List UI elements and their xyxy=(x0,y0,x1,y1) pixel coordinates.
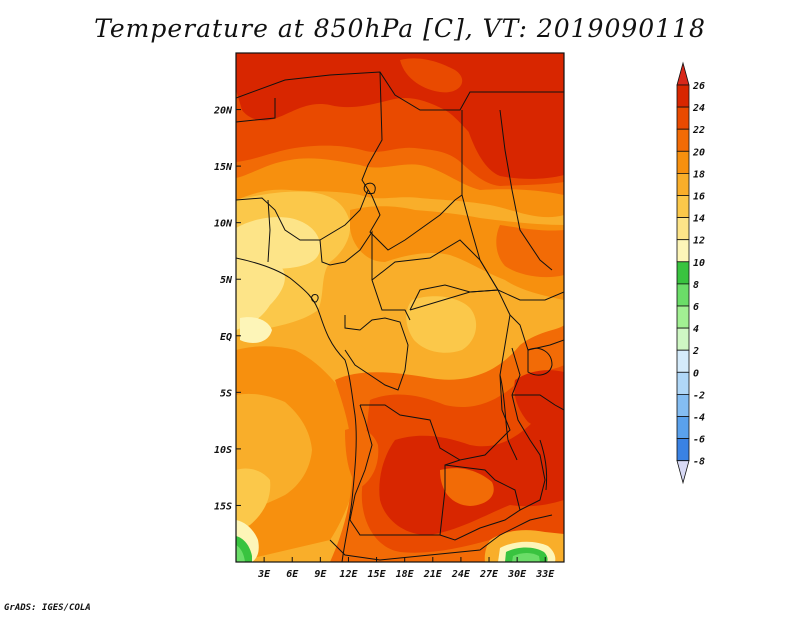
colorbar-swatch xyxy=(676,239,690,263)
colorbar-swatch xyxy=(676,349,690,373)
x-tick-label: 3E xyxy=(257,569,271,580)
colorbar-label: 0 xyxy=(693,368,699,379)
border-southern xyxy=(329,514,553,561)
gulf-cool-16 xyxy=(240,317,272,343)
band-north-26b xyxy=(468,91,564,179)
colorbar-max-arrow xyxy=(676,61,690,86)
colorbar-swatch xyxy=(676,106,690,130)
lake-chad xyxy=(363,182,376,195)
colorbar-swatch xyxy=(676,393,690,417)
lake-tanganyika xyxy=(499,374,518,461)
colorbar-label: 2 xyxy=(692,346,699,357)
temperature-field xyxy=(236,53,564,562)
colorbar-label: 20 xyxy=(692,147,705,158)
colorbar-swatch xyxy=(676,371,690,395)
x-tick-label: 9E xyxy=(314,569,327,580)
y-axis: 20N 15N 10N 5N EQ 5S 10S 15S xyxy=(213,106,241,512)
colorbar-label: 14 xyxy=(693,214,705,225)
north-warm-spot xyxy=(400,58,463,93)
x-tick-label: 24E xyxy=(451,569,471,580)
east-africa-22 xyxy=(496,225,564,278)
x-axis: 3E 6E 9E 12E 15E 18E 21E 24E 27E 30E 33E xyxy=(257,557,555,580)
colorbar-label: -8 xyxy=(693,457,705,468)
congo-center-16 xyxy=(406,296,477,353)
y-tick-label: 10N xyxy=(214,219,233,230)
colorbar-swatch xyxy=(676,217,690,241)
colorbar-swatch xyxy=(676,150,690,174)
border-ug xyxy=(511,347,546,511)
sw-corner-10 xyxy=(236,545,245,562)
border-car xyxy=(371,239,499,311)
y-tick-label: 5S xyxy=(220,388,232,399)
coast-cool-16 xyxy=(236,263,285,330)
colorbar-swatch xyxy=(676,305,690,329)
colorbar-swatch xyxy=(676,283,690,307)
coastline-west xyxy=(236,257,357,562)
credit-label: GrADS: IGES/COLA xyxy=(4,603,91,613)
colorbar-swatch xyxy=(676,327,690,351)
x-tick-label: 21E xyxy=(423,569,443,580)
border-niger-west xyxy=(236,98,276,123)
colorbar-label: -4 xyxy=(693,413,705,424)
colorbar-swatch xyxy=(676,195,690,219)
colorbar-label: -2 xyxy=(693,390,705,401)
colorbar-label: 12 xyxy=(693,236,705,247)
border-benin xyxy=(267,199,271,263)
map-title: Temperature at 850hPa [C], VT: 201909011… xyxy=(94,14,706,43)
colorbar-label: 24 xyxy=(692,103,705,114)
colorbar-label: 26 xyxy=(692,81,705,92)
colorbar-swatch xyxy=(676,84,690,108)
colorbar-swatch xyxy=(676,128,690,152)
border-chad-niger xyxy=(361,71,463,251)
colorbar-label: 8 xyxy=(693,280,699,291)
plot-frame xyxy=(235,52,565,563)
colorbar-label: -6 xyxy=(693,435,705,446)
bioko-island xyxy=(311,294,319,303)
country-borders xyxy=(236,71,564,562)
x-tick-label: 27E xyxy=(479,569,499,580)
sudan-nile xyxy=(499,109,553,271)
x-tick-label: 12E xyxy=(339,569,358,580)
border-libya-chad xyxy=(236,71,564,111)
y-tick-label: EQ xyxy=(220,332,232,343)
y-tick-label: 20N xyxy=(213,106,233,117)
x-tick-label: 18E xyxy=(396,569,415,580)
x-tick-label: 30E xyxy=(507,569,527,580)
colorbar-min-arrow xyxy=(676,460,690,485)
border-drc xyxy=(360,289,511,461)
angola-coast-22 xyxy=(345,428,379,488)
east-coast-26 xyxy=(514,370,564,428)
colorbar-label: 6 xyxy=(693,302,699,313)
x-tick-label: 15E xyxy=(368,569,387,580)
border-nigeria xyxy=(236,189,369,241)
colorbar-swatch xyxy=(676,261,690,285)
x-tick-label: 33E xyxy=(535,569,555,580)
y-tick-label: 10S xyxy=(214,445,232,456)
colorbar-swatch xyxy=(676,416,690,440)
south-central-22 xyxy=(440,468,494,506)
colorbar-swatch xyxy=(676,172,690,196)
border-tanzania xyxy=(512,394,564,411)
x-tick-label: 6E xyxy=(286,569,299,580)
colorbar-label: 16 xyxy=(693,192,705,203)
colorbar-swatch xyxy=(676,438,690,462)
se-cool-10 xyxy=(512,553,540,562)
colorbar-label: 22 xyxy=(692,125,705,136)
south-atlantic-16 xyxy=(236,468,271,532)
y-tick-label: 15N xyxy=(214,162,233,173)
border-cameroon xyxy=(319,230,411,321)
colorbar-label: 4 xyxy=(693,324,699,335)
lake-malawi xyxy=(539,439,548,491)
west-cool-16 xyxy=(236,217,321,270)
y-tick-label: 15S xyxy=(214,501,232,512)
colorbar-label: 10 xyxy=(693,258,705,269)
y-tick-label: 5N xyxy=(220,275,233,286)
border-congo xyxy=(344,315,409,391)
colorbar-label: 18 xyxy=(693,169,705,180)
lake-victoria xyxy=(527,347,553,376)
border-angola xyxy=(349,404,461,536)
